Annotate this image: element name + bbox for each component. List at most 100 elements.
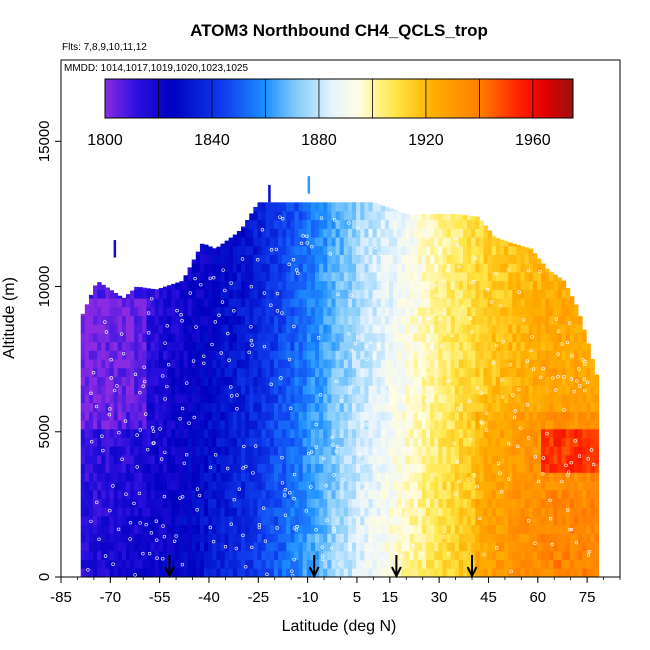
- heatmap-cell: [372, 472, 378, 482]
- heatmap-cell: [549, 568, 554, 577]
- heatmap-cell: [335, 472, 341, 482]
- heatmap-cell: [430, 516, 435, 526]
- heatmap-cell: [286, 263, 291, 273]
- heatmap-cell: [212, 385, 217, 395]
- heatmap-cell: [434, 359, 439, 369]
- heatmap-cell: [356, 420, 361, 430]
- heatmap-cell: [508, 428, 513, 438]
- heatmap-cell: [310, 507, 316, 517]
- heatmap-cell: [487, 280, 493, 290]
- heatmap-cell: [220, 341, 225, 351]
- heatmap-cell: [105, 437, 110, 447]
- heatmap-cell: [442, 472, 447, 482]
- heatmap-cell: [389, 498, 394, 508]
- heatmap-cell: [528, 385, 534, 395]
- heatmap-cell: [142, 359, 147, 369]
- heatmap-cell: [253, 385, 258, 395]
- heatmap-cell: [565, 489, 571, 499]
- heatmap-cell: [290, 359, 295, 369]
- heatmap-cell: [158, 420, 164, 430]
- heatmap-cell: [573, 350, 579, 360]
- heatmap-cell: [331, 202, 336, 212]
- heatmap-cell: [397, 420, 402, 430]
- heatmap-cell: [417, 213, 423, 221]
- heatmap-cell: [282, 280, 287, 290]
- heatmap-cell: [158, 463, 164, 473]
- heatmap-cell: [142, 437, 147, 447]
- sample-point: [397, 429, 401, 433]
- heatmap-cell: [384, 324, 390, 334]
- heatmap-cell: [142, 411, 147, 421]
- heatmap-cell: [154, 341, 160, 351]
- heatmap-cell: [565, 463, 571, 473]
- heatmap-cell: [315, 376, 320, 386]
- heatmap-cell: [343, 516, 349, 526]
- heatmap-cell: [84, 568, 90, 577]
- heatmap-cell: [236, 272, 242, 282]
- heatmap-cell: [364, 507, 369, 517]
- heatmap-cell: [565, 298, 571, 308]
- heatmap-cell: [257, 437, 262, 447]
- heatmap-cell: [265, 394, 271, 404]
- heatmap-cell: [154, 489, 160, 499]
- heatmap-cell: [294, 455, 299, 465]
- heatmap-cell: [504, 489, 509, 499]
- heatmap-cell: [434, 228, 439, 238]
- heatmap-cell: [138, 385, 143, 395]
- heatmap-cell: [495, 568, 501, 577]
- heatmap-cell: [573, 420, 579, 430]
- heatmap-cell: [327, 394, 332, 404]
- heatmap-cell: [269, 472, 275, 482]
- heatmap-cell: [475, 333, 480, 343]
- heatmap-cell: [462, 315, 468, 325]
- heatmap-cell: [582, 559, 587, 569]
- heatmap-cell: [557, 542, 563, 552]
- heatmap-cell: [504, 341, 509, 351]
- heatmap-cell: [516, 411, 521, 421]
- heatmap-cell: [479, 254, 484, 264]
- heatmap-cell: [286, 359, 291, 369]
- heatmap-cell: [450, 324, 456, 334]
- heatmap-cell: [319, 315, 324, 325]
- heatmap-cell: [458, 280, 464, 290]
- heatmap-cell: [380, 280, 386, 290]
- heatmap-cell: [487, 446, 493, 456]
- heatmap-cell: [158, 489, 164, 499]
- heatmap-cell: [228, 507, 234, 517]
- heatmap-cell: [93, 559, 98, 569]
- heatmap-cell: [356, 394, 361, 404]
- heatmap-cell: [319, 228, 324, 238]
- heatmap-cell: [557, 359, 563, 369]
- heatmap-cell: [167, 341, 172, 351]
- heatmap-cell: [438, 306, 443, 316]
- heatmap-cell: [179, 367, 184, 377]
- heatmap-cell: [475, 385, 480, 395]
- heatmap-cell: [265, 550, 271, 560]
- heatmap-cell: [467, 245, 472, 255]
- heatmap-cell: [269, 272, 275, 282]
- heatmap-cell: [471, 542, 476, 552]
- heatmap-cell: [88, 446, 94, 456]
- heatmap-cell: [409, 289, 415, 299]
- heatmap-cell: [458, 263, 464, 273]
- heatmap-cell: [109, 550, 115, 560]
- heatmap-cell: [261, 489, 267, 499]
- heatmap-cell: [528, 524, 534, 534]
- heatmap-cell: [199, 455, 205, 465]
- heatmap-cell: [450, 498, 456, 508]
- heatmap-cell: [582, 341, 587, 351]
- heatmap-cell: [175, 568, 180, 577]
- heatmap-cell: [360, 394, 365, 404]
- heatmap-cell: [93, 394, 98, 404]
- heatmap-cell: [512, 559, 517, 569]
- sample-point: [150, 426, 155, 430]
- heatmap-cell: [269, 481, 275, 491]
- heatmap-cell: [389, 280, 394, 290]
- heatmap-cell: [491, 324, 497, 334]
- heatmap-cell: [458, 428, 464, 438]
- heatmap-cell: [113, 559, 119, 569]
- heatmap-cell: [199, 341, 205, 351]
- heatmap-cell: [253, 254, 258, 264]
- heatmap-cell: [347, 272, 353, 282]
- heatmap-cell: [520, 254, 526, 264]
